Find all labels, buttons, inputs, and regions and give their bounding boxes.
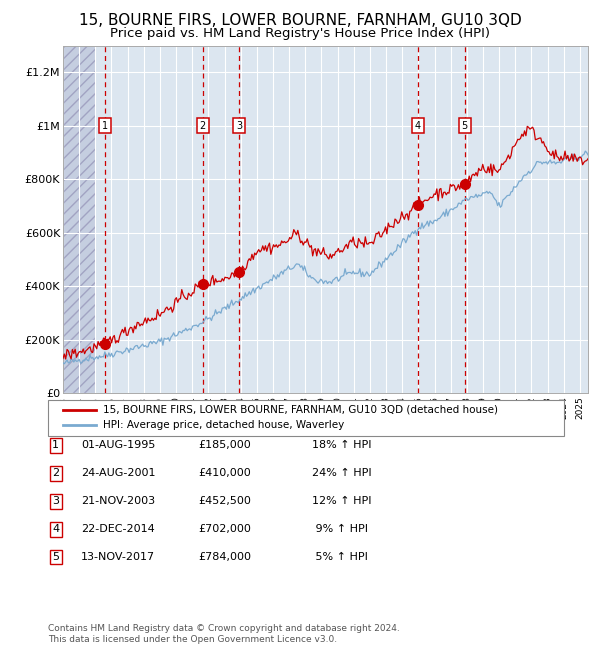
Text: £452,500: £452,500 [198, 496, 251, 506]
Text: 21-NOV-2003: 21-NOV-2003 [81, 496, 155, 506]
Text: 01-AUG-1995: 01-AUG-1995 [81, 440, 155, 450]
Text: 13-NOV-2017: 13-NOV-2017 [81, 552, 155, 562]
Text: £185,000: £185,000 [198, 440, 251, 450]
Text: 15, BOURNE FIRS, LOWER BOURNE, FARNHAM, GU10 3QD (detached house): 15, BOURNE FIRS, LOWER BOURNE, FARNHAM, … [103, 405, 498, 415]
Text: HPI: Average price, detached house, Waverley: HPI: Average price, detached house, Wave… [103, 421, 344, 430]
Bar [63, 46, 95, 393]
Text: 5% ↑ HPI: 5% ↑ HPI [312, 552, 368, 562]
Text: 4: 4 [415, 121, 421, 131]
Text: Contains HM Land Registry data © Crown copyright and database right 2024.
This d: Contains HM Land Registry data © Crown c… [48, 624, 400, 644]
Text: 15, BOURNE FIRS, LOWER BOURNE, FARNHAM, GU10 3QD: 15, BOURNE FIRS, LOWER BOURNE, FARNHAM, … [79, 13, 521, 28]
Text: 2: 2 [52, 468, 59, 478]
Text: 3: 3 [236, 121, 242, 131]
Text: 4: 4 [52, 524, 59, 534]
Text: 24-AUG-2001: 24-AUG-2001 [81, 468, 155, 478]
Text: 5: 5 [461, 121, 468, 131]
Text: 1: 1 [52, 440, 59, 450]
Text: 18% ↑ HPI: 18% ↑ HPI [312, 440, 371, 450]
Text: 9% ↑ HPI: 9% ↑ HPI [312, 524, 368, 534]
Text: Price paid vs. HM Land Registry's House Price Index (HPI): Price paid vs. HM Land Registry's House … [110, 27, 490, 40]
Text: 2: 2 [200, 121, 206, 131]
Text: £410,000: £410,000 [198, 468, 251, 478]
Text: 24% ↑ HPI: 24% ↑ HPI [312, 468, 371, 478]
Text: £784,000: £784,000 [198, 552, 251, 562]
Text: £702,000: £702,000 [198, 524, 251, 534]
Text: 3: 3 [52, 496, 59, 506]
Text: 12% ↑ HPI: 12% ↑ HPI [312, 496, 371, 506]
Text: 1: 1 [101, 121, 108, 131]
Text: 22-DEC-2014: 22-DEC-2014 [81, 524, 155, 534]
Text: 5: 5 [52, 552, 59, 562]
